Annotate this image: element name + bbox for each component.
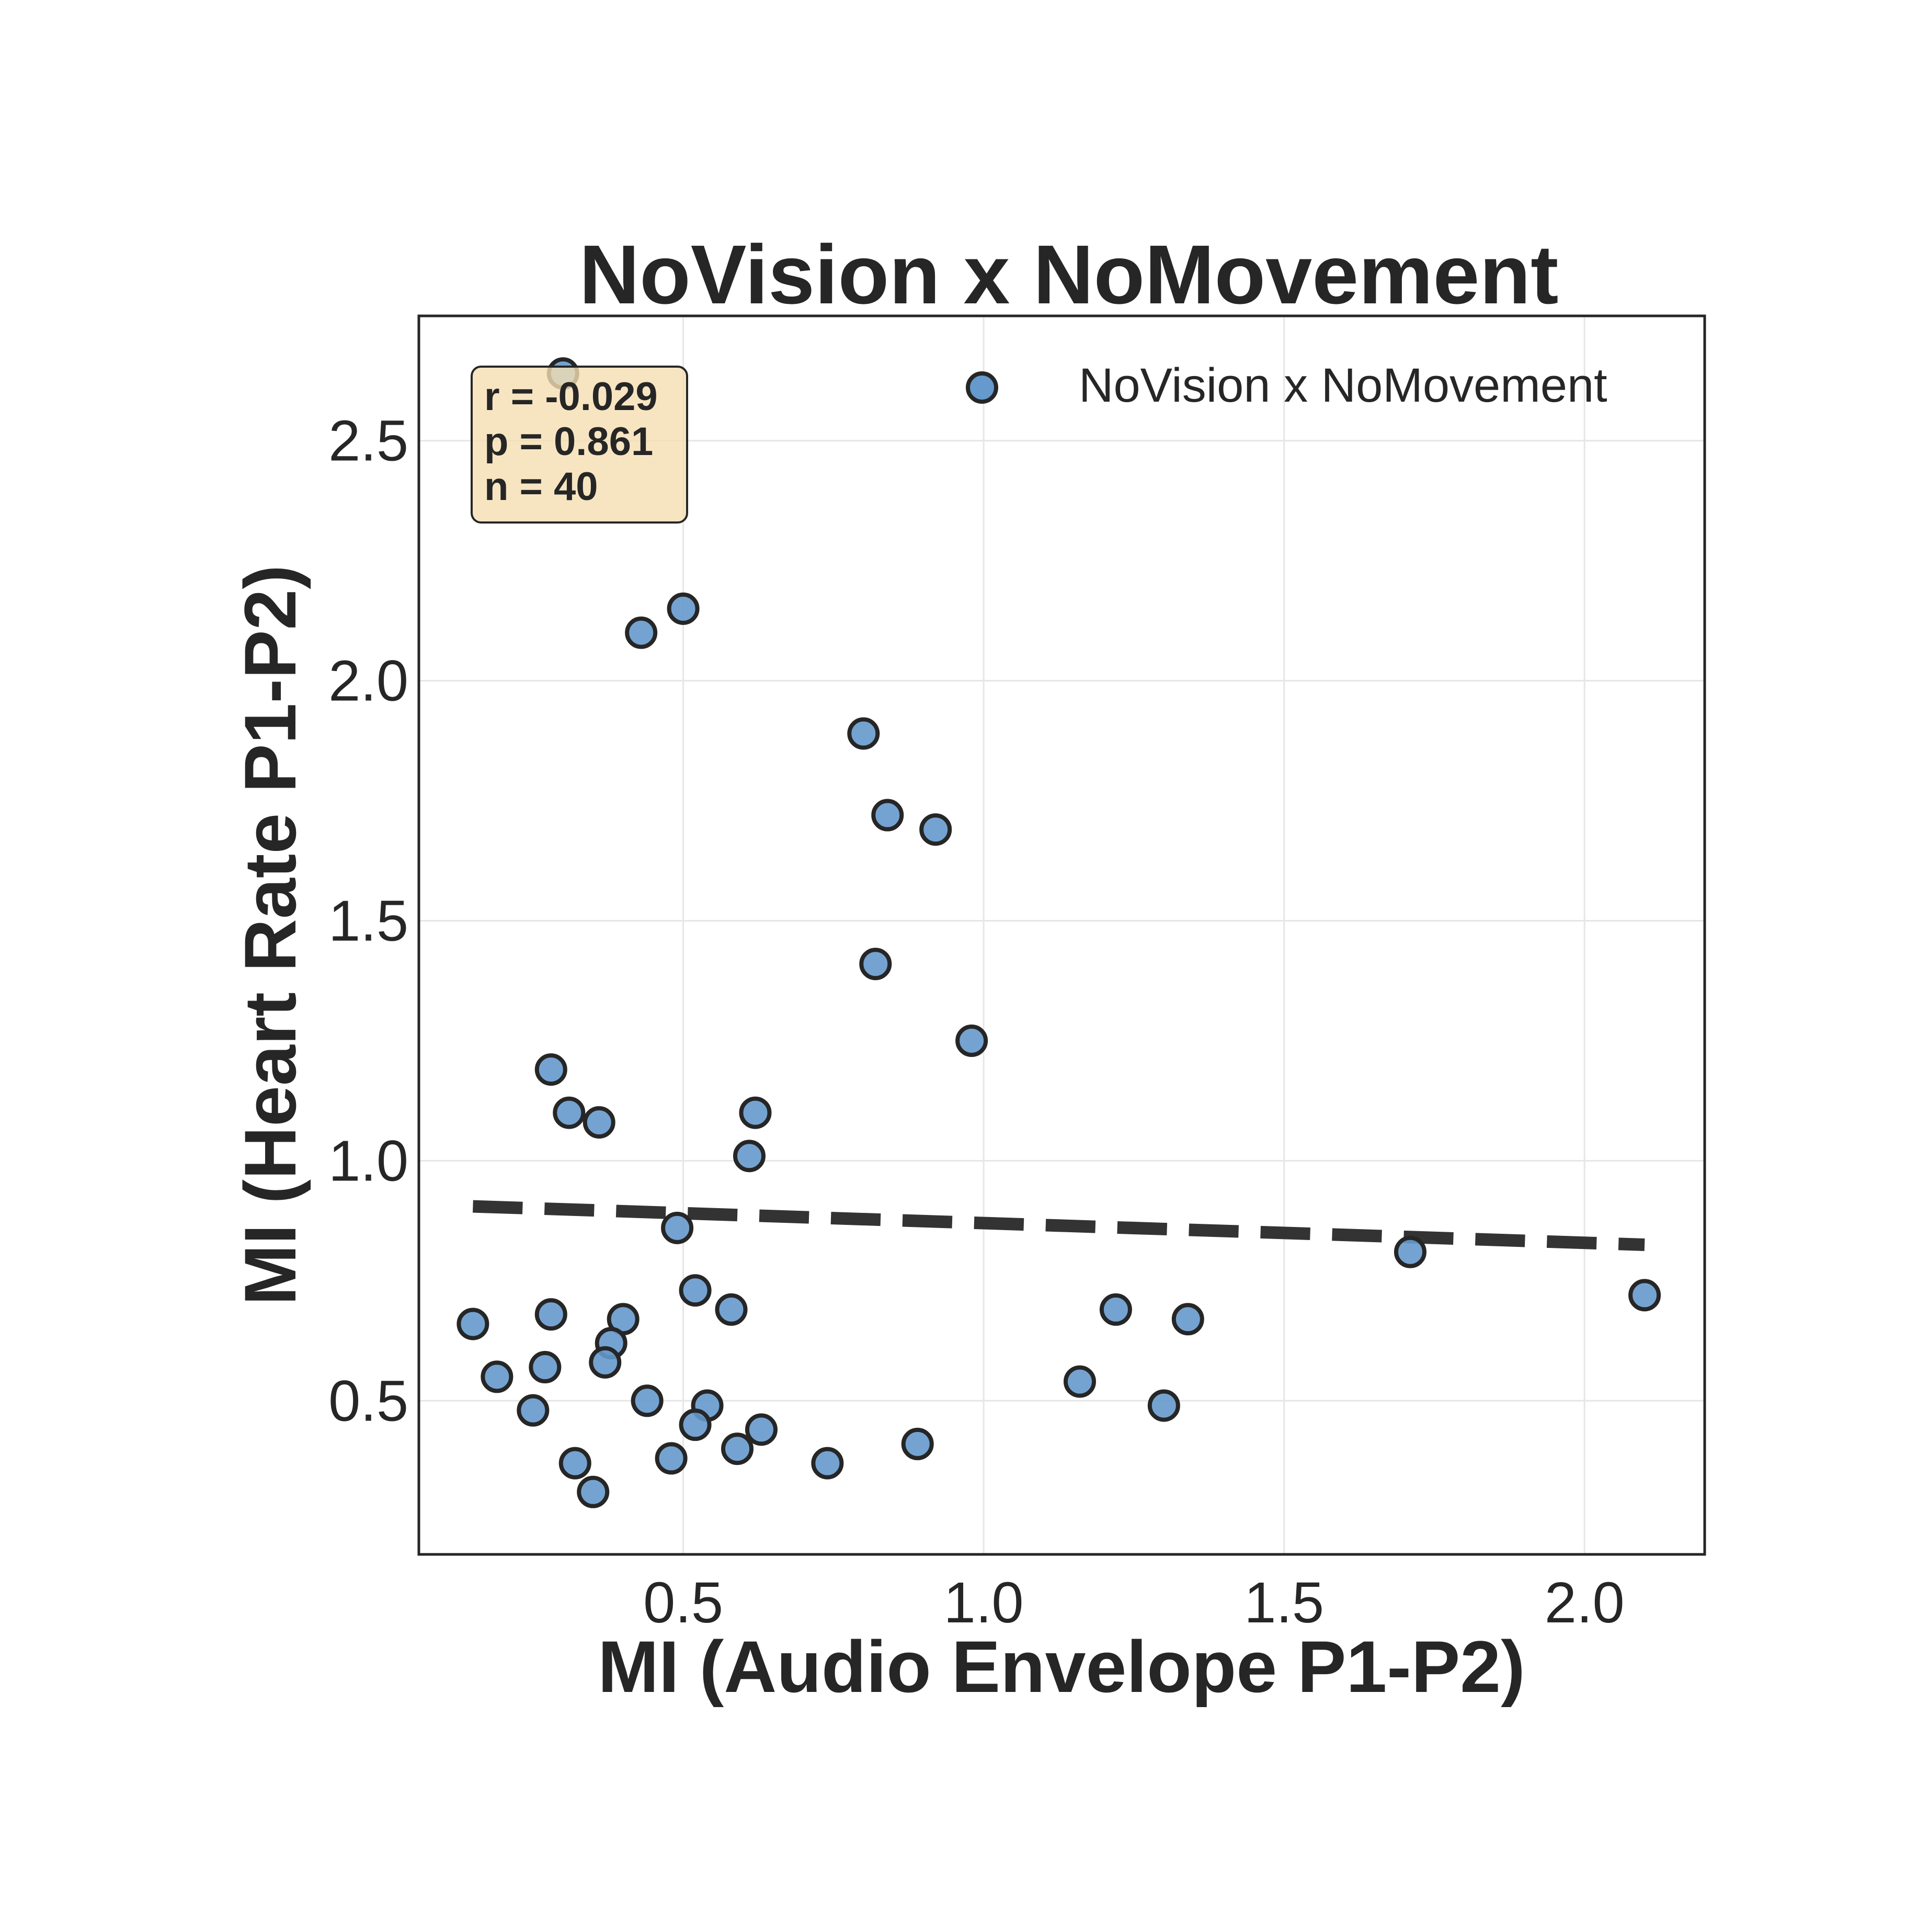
data-point: [715, 1293, 748, 1326]
data-point: [1171, 1303, 1204, 1336]
data-point: [811, 1447, 844, 1480]
chart-title: NoVision x NoMovement: [579, 228, 1559, 321]
data-point: [577, 1475, 610, 1508]
data-point: [456, 1308, 489, 1340]
data-point: [534, 1298, 567, 1331]
data-point: [745, 1413, 778, 1446]
data-point: [517, 1394, 550, 1427]
y-axis-label: MI (Heart Rate P1-P2): [229, 565, 311, 1305]
data-point: [1099, 1293, 1132, 1326]
data-point: [733, 1140, 766, 1173]
data-point: [679, 1408, 712, 1441]
data-point: [631, 1384, 664, 1417]
data-point: [679, 1274, 712, 1307]
data-point: [1063, 1365, 1096, 1398]
y-tick-label: 0.5: [328, 1369, 408, 1433]
stats-p-value: p = 0.861: [484, 419, 653, 464]
data-point: [553, 1096, 586, 1129]
data-point: [721, 1433, 754, 1465]
stats-box: r = -0.029 p = 0.861 n = 40: [471, 366, 688, 524]
data-point: [871, 799, 904, 832]
data-point: [1394, 1235, 1426, 1268]
x-tick-label: 1.5: [1244, 1571, 1324, 1635]
x-tick-label: 1.0: [944, 1571, 1024, 1635]
x-axis-ticks: 0.5 1.0 1.5 2.0: [643, 1571, 1625, 1635]
legend-label: NoVision x NoMovement: [1079, 359, 1607, 412]
data-point: [583, 1106, 615, 1139]
data-point: [847, 717, 880, 750]
stats-box-background: [471, 366, 688, 524]
regression-line: [473, 1200, 1645, 1251]
data-point: [481, 1360, 513, 1393]
data-point: [667, 592, 700, 625]
stats-n-value: n = 40: [484, 464, 598, 509]
data-point: [901, 1427, 934, 1460]
data-point: [625, 616, 658, 649]
data-point: [655, 1442, 688, 1475]
y-tick-label: 1.5: [328, 889, 408, 953]
data-point: [661, 1211, 694, 1244]
stats-r-value: r = -0.029: [484, 374, 658, 419]
y-axis-ticks: 0.5 1.0 1.5 2.0 2.5: [328, 409, 408, 1434]
data-point: [1628, 1279, 1661, 1312]
x-tick-label: 2.0: [1545, 1571, 1625, 1635]
data-point: [1147, 1389, 1180, 1422]
y-tick-label: 2.5: [328, 409, 408, 473]
data-point: [739, 1096, 772, 1129]
y-tick-label: 1.0: [328, 1129, 408, 1193]
x-axis-label: MI (Audio Envelope P1-P2): [598, 1626, 1525, 1708]
data-point: [534, 1053, 567, 1086]
x-tick-label: 0.5: [643, 1571, 723, 1635]
data-point: [859, 948, 892, 981]
legend-marker: [966, 371, 998, 404]
plot-frame: [417, 314, 1706, 1556]
data-point: [529, 1351, 562, 1384]
legend: NoVision x NoMovement: [966, 359, 1607, 412]
data-point: [589, 1346, 622, 1379]
y-tick-label: 2.0: [328, 649, 408, 713]
data-point: [955, 1024, 988, 1057]
data-point: [919, 813, 952, 846]
data-point: [558, 1447, 591, 1480]
regression-layer: [473, 1200, 1645, 1251]
